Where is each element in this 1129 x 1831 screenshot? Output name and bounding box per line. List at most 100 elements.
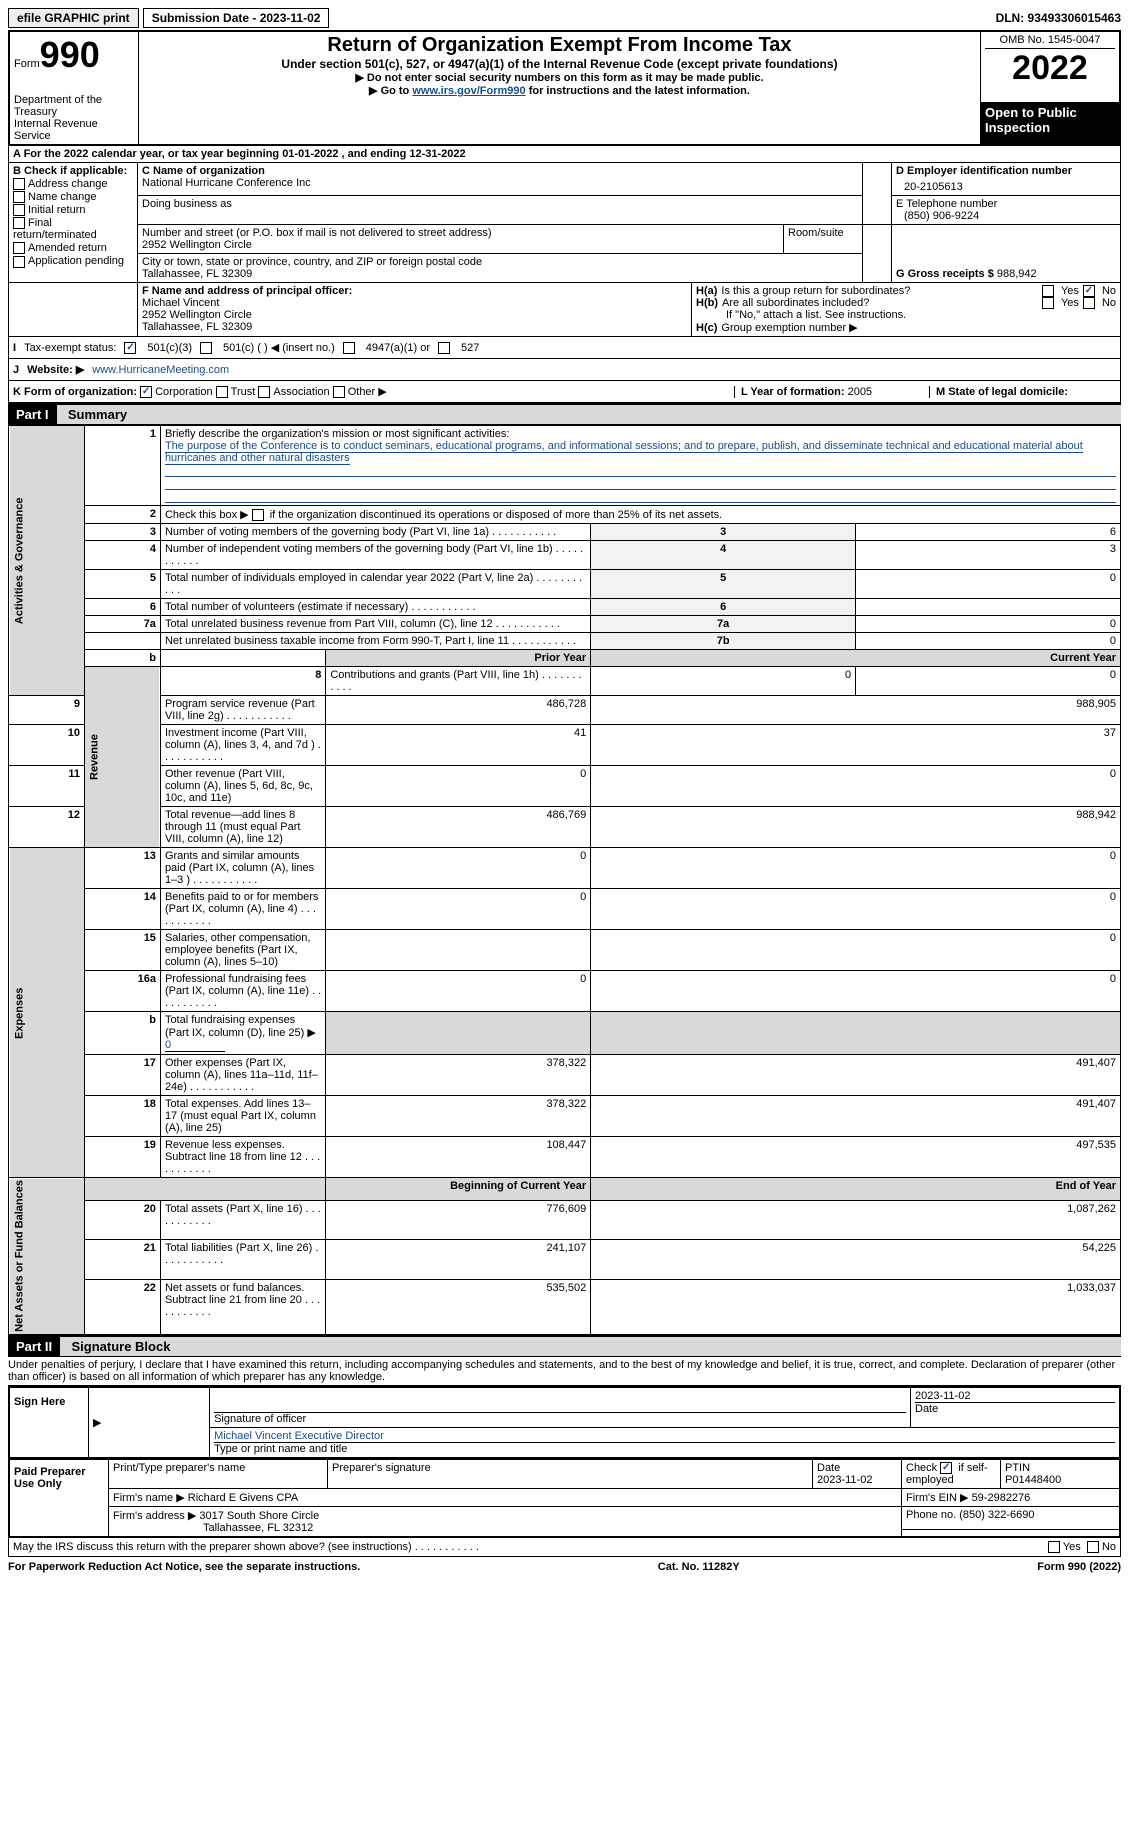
- firm-name-label: Firm's name ▶: [113, 1492, 185, 1504]
- line-11-text: Other revenue (Part VIII, column (A), li…: [165, 768, 313, 804]
- line-9-py: 486,728: [326, 696, 591, 725]
- hb-no-checkbox[interactable]: [1083, 297, 1095, 309]
- line-15-text: Salaries, other compensation, employee b…: [165, 932, 311, 968]
- cb-501c3[interactable]: [124, 342, 136, 354]
- cb-irs-no[interactable]: [1087, 1541, 1099, 1553]
- line-3-box: 3: [591, 524, 856, 541]
- cb-name-change[interactable]: Name change: [13, 191, 133, 203]
- irs-discuss-text: May the IRS discuss this return with the…: [13, 1541, 1048, 1553]
- officer-addr2: Tallahassee, FL 32309: [142, 321, 687, 333]
- website-row: J Website: ▶ www.HurricaneMeeting.com: [8, 359, 1121, 381]
- line-16a-num: 16a: [84, 971, 160, 1012]
- form-footer: Form 990 (2022): [1037, 1561, 1121, 1573]
- signature-declaration: Under penalties of perjury, I declare th…: [8, 1357, 1121, 1386]
- firm-ein-value: 59-2982276: [972, 1492, 1031, 1504]
- ha-no-label: No: [1102, 285, 1116, 297]
- line-10-num: 10: [9, 725, 85, 766]
- officer-group-row: F Name and address of principal officer:…: [8, 283, 1121, 337]
- firm-phone-label: Phone no.: [906, 1509, 956, 1521]
- label-501c: 501(c) ( ) ◀ (insert no.): [223, 341, 335, 354]
- line-4-box: 4: [591, 541, 856, 570]
- part2-bar: Part II Signature Block: [8, 1335, 1121, 1357]
- cb-self-employed[interactable]: [940, 1462, 952, 1474]
- ha-no-checkbox[interactable]: [1083, 285, 1095, 297]
- line-11-num: 11: [9, 766, 85, 807]
- instruction-1: ▶ Do not enter social security numbers o…: [143, 71, 976, 84]
- line-17-cy: 491,407: [591, 1055, 1121, 1096]
- tax-status-row: I Tax-exempt status: 501(c)(3) 501(c) ( …: [8, 337, 1121, 359]
- cb-association[interactable]: [258, 386, 270, 398]
- line-13-cy: 0: [591, 848, 1121, 889]
- cb-527[interactable]: [438, 342, 450, 354]
- cb-application-pending[interactable]: Application pending: [13, 255, 133, 267]
- line-8-cy: 0: [856, 667, 1121, 696]
- cb-corporation[interactable]: [140, 386, 152, 398]
- footer-row: For Paperwork Reduction Act Notice, see …: [8, 1561, 1121, 1573]
- line-9-text: Program service revenue (Part VIII, line…: [165, 698, 315, 722]
- cb-final-return[interactable]: Final return/terminated: [13, 217, 133, 241]
- cb-amended-return-label: Amended return: [28, 242, 107, 254]
- line-2-post: if the organization discontinued its ope…: [270, 509, 723, 521]
- line-20-text: Total assets (Part X, line 16): [165, 1203, 321, 1227]
- dln-label: DLN: 93493306015463: [996, 11, 1121, 25]
- tax-status-label: Tax-exempt status:: [24, 342, 116, 354]
- inspection-notice: Open to Public Inspection: [981, 102, 1121, 145]
- korg-row: K Form of organization: Corporation Trus…: [8, 381, 1121, 403]
- paid-preparer-label: Paid Preparer Use Only: [9, 1460, 109, 1538]
- cb-initial-return[interactable]: Initial return: [13, 204, 133, 216]
- inst2-post: for instructions and the latest informat…: [526, 85, 750, 97]
- irs-discuss-row: May the IRS discuss this return with the…: [8, 1538, 1121, 1557]
- ein-value: 20-2105613: [896, 177, 1116, 193]
- side-expenses: Expenses: [9, 848, 85, 1178]
- form-word: Form: [14, 58, 40, 70]
- line-21-text: Total liabilities (Part X, line 26): [165, 1242, 318, 1266]
- line-14-py: 0: [326, 889, 591, 930]
- cb-amended-return[interactable]: Amended return: [13, 242, 133, 254]
- street-label: Number and street (or P.O. box if mail i…: [142, 227, 779, 239]
- street-value: 2952 Wellington Circle: [142, 239, 779, 251]
- line-16a-cy: 0: [591, 971, 1121, 1012]
- line-15-cy: 0: [591, 930, 1121, 971]
- cb-initial-return-label: Initial return: [28, 204, 85, 216]
- line-16a-py: 0: [326, 971, 591, 1012]
- ha-yes-checkbox[interactable]: [1042, 285, 1054, 297]
- label-other: Other ▶: [348, 386, 387, 398]
- line-5-box: 5: [591, 570, 856, 599]
- efile-button[interactable]: efile GRAPHIC print: [8, 8, 139, 28]
- hb-yes-checkbox[interactable]: [1042, 297, 1054, 309]
- inst2-pre: ▶ Go to: [369, 85, 412, 97]
- cb-501c[interactable]: [200, 342, 212, 354]
- k-label: K Form of organization:: [13, 386, 137, 398]
- beg-year-header: Beginning of Current Year: [326, 1178, 591, 1201]
- cb-address-change[interactable]: Address change: [13, 178, 133, 190]
- cb-other[interactable]: [333, 386, 345, 398]
- line-4-value: 3: [856, 541, 1121, 570]
- cb-discontinued[interactable]: [252, 509, 264, 521]
- line-18-num: 18: [84, 1096, 160, 1137]
- line-22-py: 535,502: [326, 1279, 591, 1334]
- sig-date-label: Date: [915, 1403, 938, 1415]
- cb-4947[interactable]: [343, 342, 355, 354]
- prior-year-header: Prior Year: [326, 650, 591, 667]
- cb-trust[interactable]: [216, 386, 228, 398]
- phone-value: (850) 906-9224: [896, 210, 1116, 222]
- irs-link[interactable]: www.irs.gov/Form990: [412, 85, 525, 97]
- firm-addr-label: Firm's address ▶: [113, 1510, 196, 1522]
- i-label: I: [13, 342, 16, 354]
- line-17-num: 17: [84, 1055, 160, 1096]
- website-label: Website: ▶: [27, 363, 84, 376]
- line-13-py: 0: [326, 848, 591, 889]
- line-1-text: Briefly describe the organization's miss…: [165, 428, 509, 440]
- l-value: 2005: [848, 386, 872, 398]
- firm-ein-label: Firm's EIN ▶: [906, 1492, 969, 1504]
- gross-receipts-value: 988,942: [997, 268, 1037, 280]
- line-21-py: 241,107: [326, 1240, 591, 1279]
- cb-irs-yes[interactable]: [1048, 1541, 1060, 1553]
- website-value[interactable]: www.HurricaneMeeting.com: [92, 364, 229, 376]
- line-1-num: 1: [84, 426, 160, 506]
- line-6-box: 6: [591, 599, 856, 616]
- applicant-info-table: B Check if applicable: Address change Na…: [8, 162, 1121, 283]
- end-year-header: End of Year: [591, 1178, 1121, 1201]
- line-15-num: 15: [84, 930, 160, 971]
- line-7b-text: Net unrelated business taxable income fr…: [165, 635, 576, 647]
